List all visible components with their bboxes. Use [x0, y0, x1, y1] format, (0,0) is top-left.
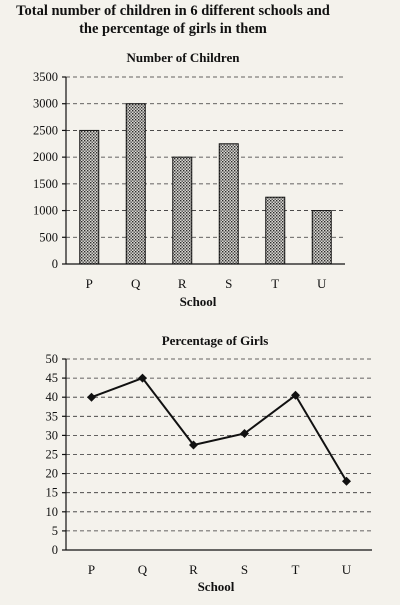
bar	[79, 129, 100, 265]
line-chart-y-tick-label: 20	[46, 467, 59, 481]
line-chart-x-axis-title: School	[198, 579, 235, 594]
line-chart-title: Percentage of Girls	[162, 333, 269, 348]
bar	[265, 196, 286, 265]
main-title-line-1: Total number of children in 6 different …	[16, 3, 330, 19]
line-chart-point	[291, 390, 300, 400]
line-chart-point	[240, 428, 249, 438]
bar-chart: Number of Children School 0 500 1000 1500 20…	[33, 50, 345, 309]
bar-chart-x-tick-label: R	[178, 276, 187, 291]
main-title: Total number of children in 6 different …	[8, 2, 338, 38]
bar	[218, 143, 239, 265]
bar-chart-y-tick-label: 3000	[33, 97, 58, 111]
line-chart-y-tick-label: 25	[46, 448, 59, 462]
bar-chart-y-tick-label: 3500	[33, 70, 58, 84]
line-chart-y-tick-label: 5	[52, 524, 58, 538]
line-chart-y-tick-label: 10	[46, 505, 59, 519]
bar-chart-title: Number of Children	[127, 50, 241, 65]
bar-chart-x-tick-label: Q	[131, 276, 141, 291]
line-chart-y-tick-label: 30	[46, 428, 59, 442]
bar-chart-y-tick-label: 1500	[33, 177, 58, 191]
bar-chart-y-tick-label: 2000	[33, 150, 58, 164]
line-chart-point	[189, 440, 198, 450]
line-chart-y-tick-label: 35	[46, 409, 59, 423]
bar-chart-x-tick-label: U	[317, 276, 327, 291]
bar	[172, 156, 193, 265]
line-chart: Percentage of Girls School 0 5 10 15 20 25 30 3…	[46, 333, 372, 594]
bar-chart-y-tick-label: 0	[52, 257, 58, 271]
bar-chart-x-tick-label: T	[271, 276, 279, 291]
line-chart-y-tick-label: 40	[46, 390, 59, 404]
line-chart-x-tick-label: S	[241, 562, 248, 577]
line-chart-y-tick-label: 45	[46, 371, 59, 385]
bar-chart-x-axis-title: School	[180, 294, 217, 309]
line-chart-y-tick-label: 15	[46, 486, 59, 500]
line-chart-series-line	[91, 376, 348, 482]
bar-chart-x-tick-label: S	[225, 276, 232, 291]
bar-chart-y-tick-label: 500	[39, 230, 58, 244]
line-chart-x-tick-label: T	[292, 562, 300, 577]
bar-chart-y-tick-label: 2500	[33, 123, 58, 137]
bar-chart-y-tick-label: 1000	[33, 204, 58, 218]
line-chart-x-tick-label: Q	[138, 562, 148, 577]
bar	[125, 103, 146, 265]
line-chart-point	[342, 476, 351, 486]
line-chart-y-tick-label: 0	[52, 543, 58, 557]
line-chart-point	[138, 373, 147, 383]
main-title-line-2: the percentage of girls in them	[79, 21, 267, 37]
bar	[311, 210, 332, 265]
line-chart-x-tick-label: R	[189, 562, 198, 577]
line-chart-y-tick-label: 50	[46, 352, 59, 366]
line-chart-x-tick-label: U	[342, 562, 352, 577]
line-chart-x-tick-label: P	[88, 562, 95, 577]
line-chart-point	[87, 392, 96, 402]
bar-chart-x-tick-label: P	[86, 276, 93, 291]
